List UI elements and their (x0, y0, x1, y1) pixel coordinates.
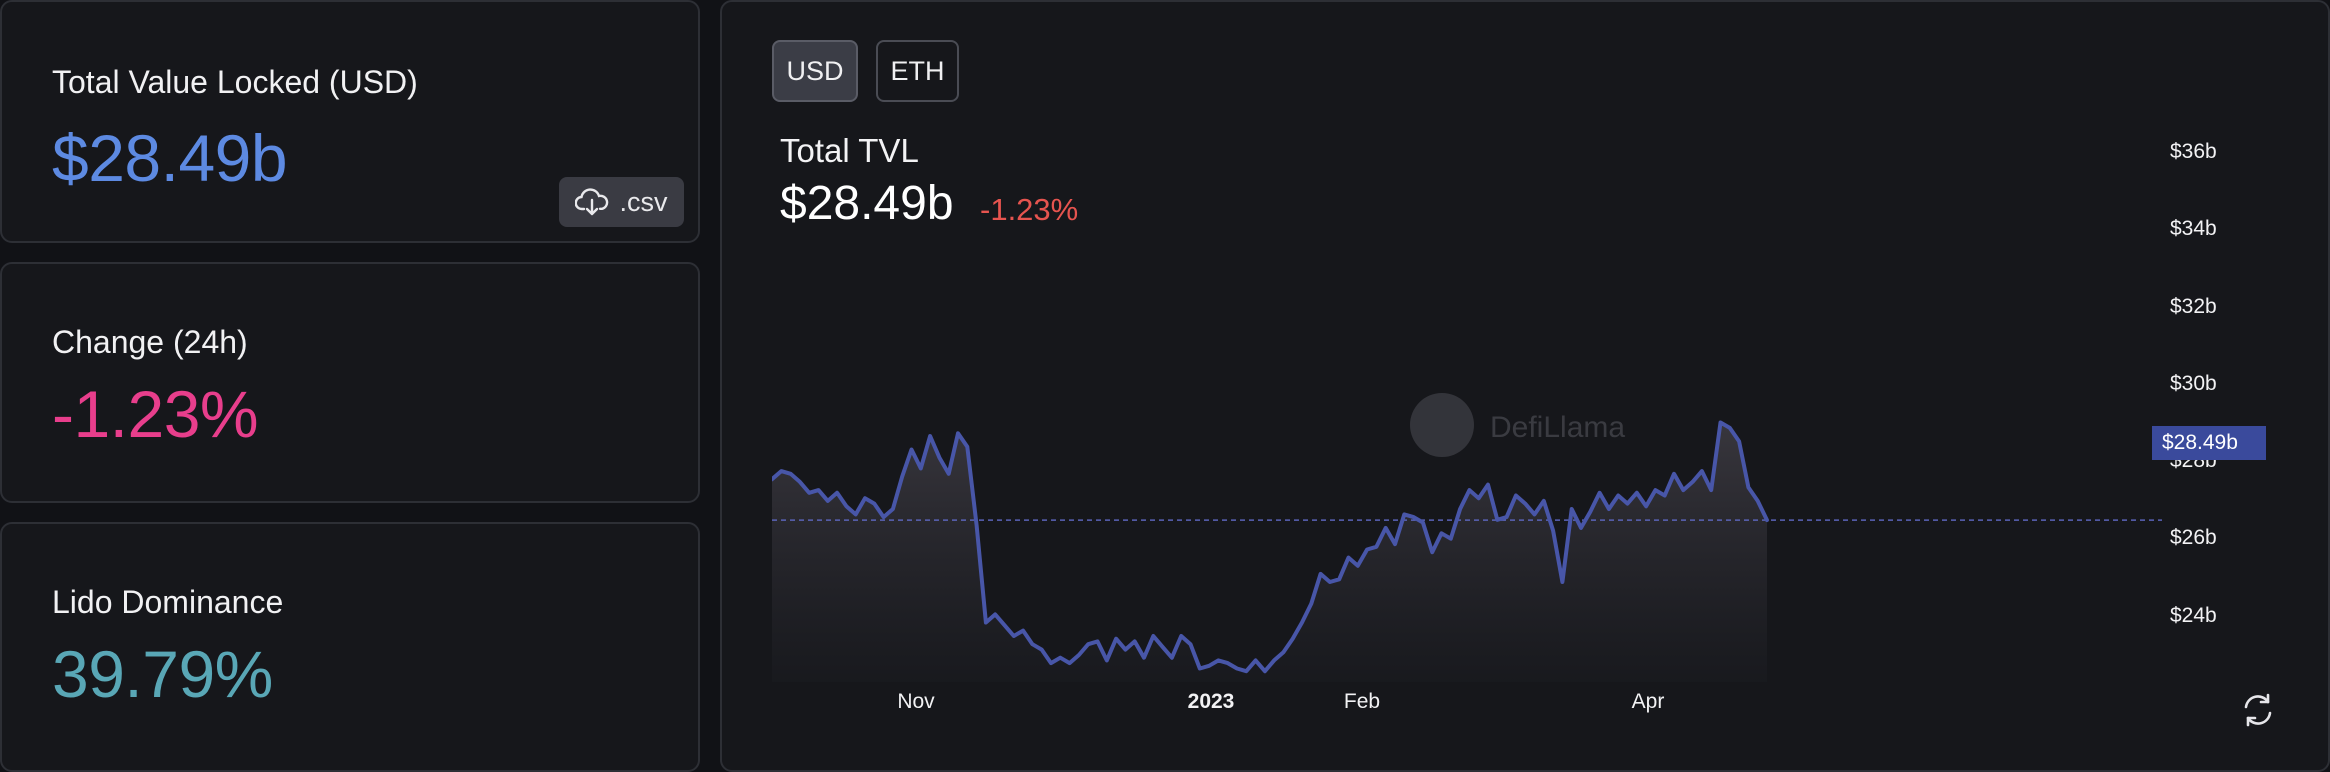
tvl-value: $28.49b (52, 121, 288, 195)
y-tick-label: $30b (2170, 372, 2217, 395)
change-label: Change (24h) (52, 324, 248, 360)
refresh-icon[interactable] (2240, 692, 2276, 728)
usd-toggle-button[interactable]: USD (772, 40, 858, 102)
download-csv-button[interactable]: .csv (559, 177, 684, 227)
tvl-area-fill (772, 422, 1767, 682)
current-price-tag: $28.49b (2152, 426, 2266, 460)
chart-change: -1.23% (980, 192, 1079, 227)
y-tick-label: $24b (2170, 604, 2217, 627)
dominance-label: Lido Dominance (52, 584, 284, 620)
x-tick-label: 2023 (1187, 690, 1235, 713)
defillama-watermark: DefiLlama (1410, 393, 1625, 457)
eth-toggle-button[interactable]: ETH (876, 40, 959, 102)
csv-button-label: .csv (619, 186, 668, 217)
cloud-download-icon (575, 188, 609, 216)
x-tick-label: Apr (1631, 690, 1665, 713)
tvl-area-chart[interactable]: DefiLlama (772, 290, 2162, 682)
dominance-card: Lido Dominance 39.79% (0, 522, 700, 772)
tvl-series-line (772, 420, 1769, 674)
y-tick-label: $36b (2170, 140, 2217, 163)
y-tick-label: $32b (2170, 295, 2217, 318)
watermark-text: DefiLlama (1490, 411, 1625, 444)
x-tick-label: Nov (897, 690, 935, 713)
y-tick-label: $34b (2170, 217, 2217, 240)
tvl-card: Total Value Locked (USD) $28.49b .csv (0, 0, 700, 243)
chart-title: Total TVL (780, 132, 919, 169)
dominance-value: 39.79% (52, 637, 273, 711)
y-tick-label: $26b (2170, 526, 2217, 549)
change-value: -1.23% (52, 377, 259, 451)
x-tick-label: Feb (1343, 690, 1381, 713)
chart-value: $28.49b (780, 177, 954, 230)
tvl-label: Total Value Locked (USD) (52, 64, 418, 100)
change-card: Change (24h) -1.23% (0, 262, 700, 503)
